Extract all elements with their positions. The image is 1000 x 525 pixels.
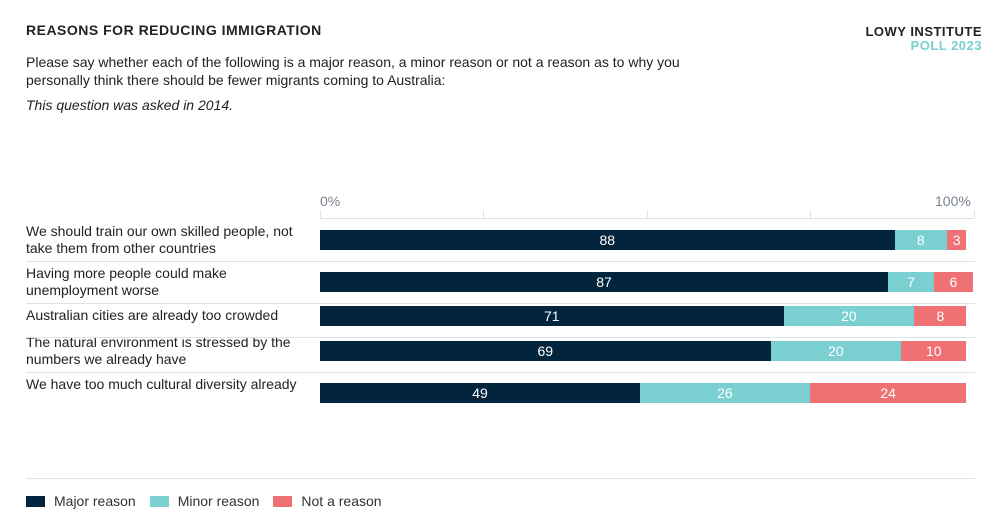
gridline	[483, 210, 484, 218]
bar-segment-major-reason: 49	[320, 383, 640, 403]
data-label: 7	[907, 274, 915, 290]
row-divider	[26, 337, 975, 338]
bar-segment-minor-reason: 7	[888, 272, 934, 292]
bar-segment-major-reason: 87	[320, 272, 889, 292]
legend-label: Minor reason	[177, 493, 260, 509]
data-label: 69	[537, 343, 554, 359]
legend-swatch	[26, 495, 45, 507]
bar-segment-not-a-reason: 6	[933, 272, 973, 292]
data-label: 87	[596, 274, 612, 290]
data-label: 88	[599, 232, 616, 248]
legend-item: Not a reason	[273, 493, 382, 509]
row-divider	[26, 372, 975, 373]
legend-item: Minor reason	[149, 493, 260, 509]
category-label: We have too much cultural diversity alre…	[26, 376, 297, 392]
legend-label: Not a reason	[301, 493, 382, 509]
legend-label: Major reason	[54, 493, 136, 509]
bar-segment-minor-reason: 20	[783, 306, 915, 326]
data-label: 71	[544, 308, 560, 324]
data-label: 8	[936, 308, 945, 324]
bar-segment-major-reason: 71	[320, 306, 784, 326]
category-label: Australian cities are already too crowde…	[26, 307, 279, 323]
bar-segment-major-reason: 69	[320, 341, 771, 361]
data-label: 49	[472, 385, 488, 401]
chart-title: REASONS FOR REDUCING IMMIGRATION	[26, 22, 322, 38]
brand-line2: POLL 2023	[910, 38, 982, 53]
bar-segment-not-a-reason: 8	[914, 306, 967, 326]
bar-segment-minor-reason: 8	[894, 230, 947, 250]
bar-segment-not-a-reason: 10	[901, 341, 967, 361]
gridline	[810, 210, 811, 218]
legend-item: Major reason	[26, 493, 136, 509]
tick-label-0: 0%	[320, 193, 341, 209]
tick-label-100: 100%	[935, 193, 971, 209]
category-label: The natural environment is stressed by t…	[26, 334, 291, 367]
chart-note: This question was asked in 2014.	[26, 97, 234, 113]
brand-line1: LOWY INSTITUTE	[865, 24, 982, 39]
row-divider	[26, 261, 975, 262]
row-divider	[26, 303, 975, 304]
data-label: 3	[952, 232, 961, 248]
gridline	[320, 210, 321, 218]
data-label: 10	[926, 343, 942, 359]
bar-segment-major-reason: 88	[320, 230, 895, 250]
legend-swatch	[149, 495, 169, 507]
bar-segment-not-a-reason: 3	[946, 230, 967, 250]
footer-divider	[26, 478, 975, 479]
chart-subtitle: Please say whether each of the following…	[26, 54, 680, 88]
category-label: We should train our own skilled people, …	[26, 223, 293, 256]
legend: Major reason Minor reason Not a reason	[26, 493, 396, 509]
data-label: 24	[880, 385, 896, 401]
data-label: 26	[717, 385, 733, 401]
bar-segment-minor-reason: 26	[639, 383, 810, 403]
brand-logo: LOWY INSTITUTE POLL 2023	[865, 25, 982, 53]
bar-segment-minor-reason: 20	[770, 341, 902, 361]
data-label: 6	[949, 274, 958, 290]
gridline	[974, 210, 975, 218]
bar-segment-not-a-reason: 24	[809, 383, 967, 403]
gridline	[647, 210, 648, 218]
category-label: Having more people could make unemployme…	[26, 265, 227, 298]
data-label: 20	[828, 343, 844, 359]
data-label: 20	[841, 308, 857, 324]
data-label: 8	[916, 232, 925, 248]
axis-line	[320, 218, 975, 219]
legend-swatch	[273, 495, 293, 507]
